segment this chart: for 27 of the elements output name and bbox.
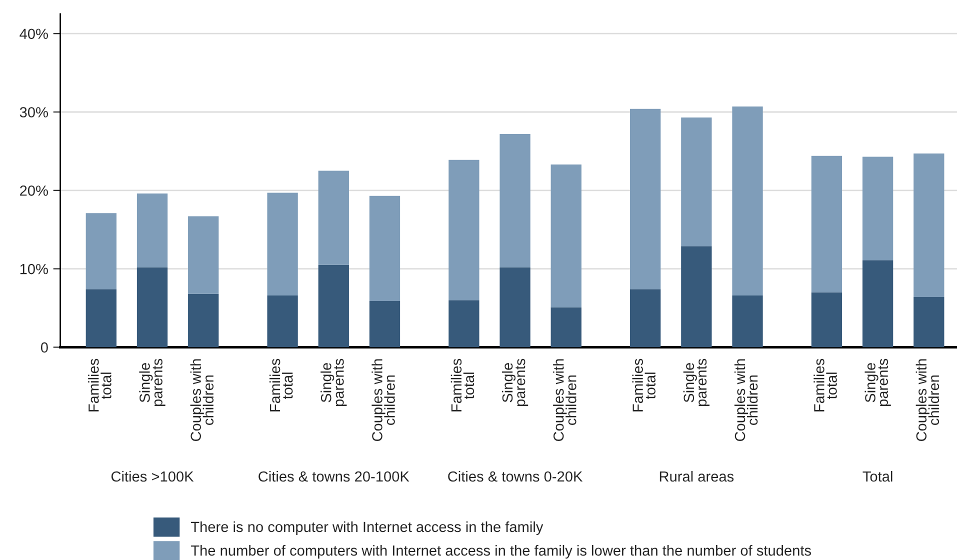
x-tick-label: Couples with children xyxy=(916,359,940,442)
x-tick-label: Families total xyxy=(814,358,837,412)
x-tick-label: Couples with children xyxy=(734,359,758,442)
y-tick-label: 40% xyxy=(20,28,48,40)
legend-label: There is no computer with Internet access in the family xyxy=(190,521,544,535)
x-tick-label: Families total xyxy=(632,358,656,412)
x-tick-label: Couples with children xyxy=(372,359,395,442)
legend-label: The number of computers with Internet access in the family is lower than the number of students xyxy=(190,545,812,559)
text: Cities & towns 0-20K xyxy=(448,470,583,482)
text: Rural areas xyxy=(660,470,734,482)
y-tick-label: 10% xyxy=(20,264,48,274)
y-tick-label: 20% xyxy=(20,186,48,196)
x-tick-label: Single parents xyxy=(683,358,710,406)
x-tick-label: Families total xyxy=(88,358,112,412)
x-tick-label: Single parents xyxy=(502,358,528,406)
y-tick-label: 0 xyxy=(40,342,48,353)
x-tick-label: Single parents xyxy=(139,358,166,406)
text: Cities & towns 20-100K xyxy=(258,470,410,482)
x-tick-label: Families total xyxy=(450,358,474,412)
text: Total xyxy=(862,470,892,482)
y-tick-label: 30% xyxy=(20,107,48,118)
x-tick-label: Families total xyxy=(269,358,293,412)
x-tick-label: Single parents xyxy=(320,358,347,406)
x-tick-label: Couples with children xyxy=(190,359,214,442)
x-tick-label: Couples with children xyxy=(553,359,576,442)
text: Cities >100K xyxy=(111,470,194,482)
x-tick-label: Single parents xyxy=(864,358,891,406)
